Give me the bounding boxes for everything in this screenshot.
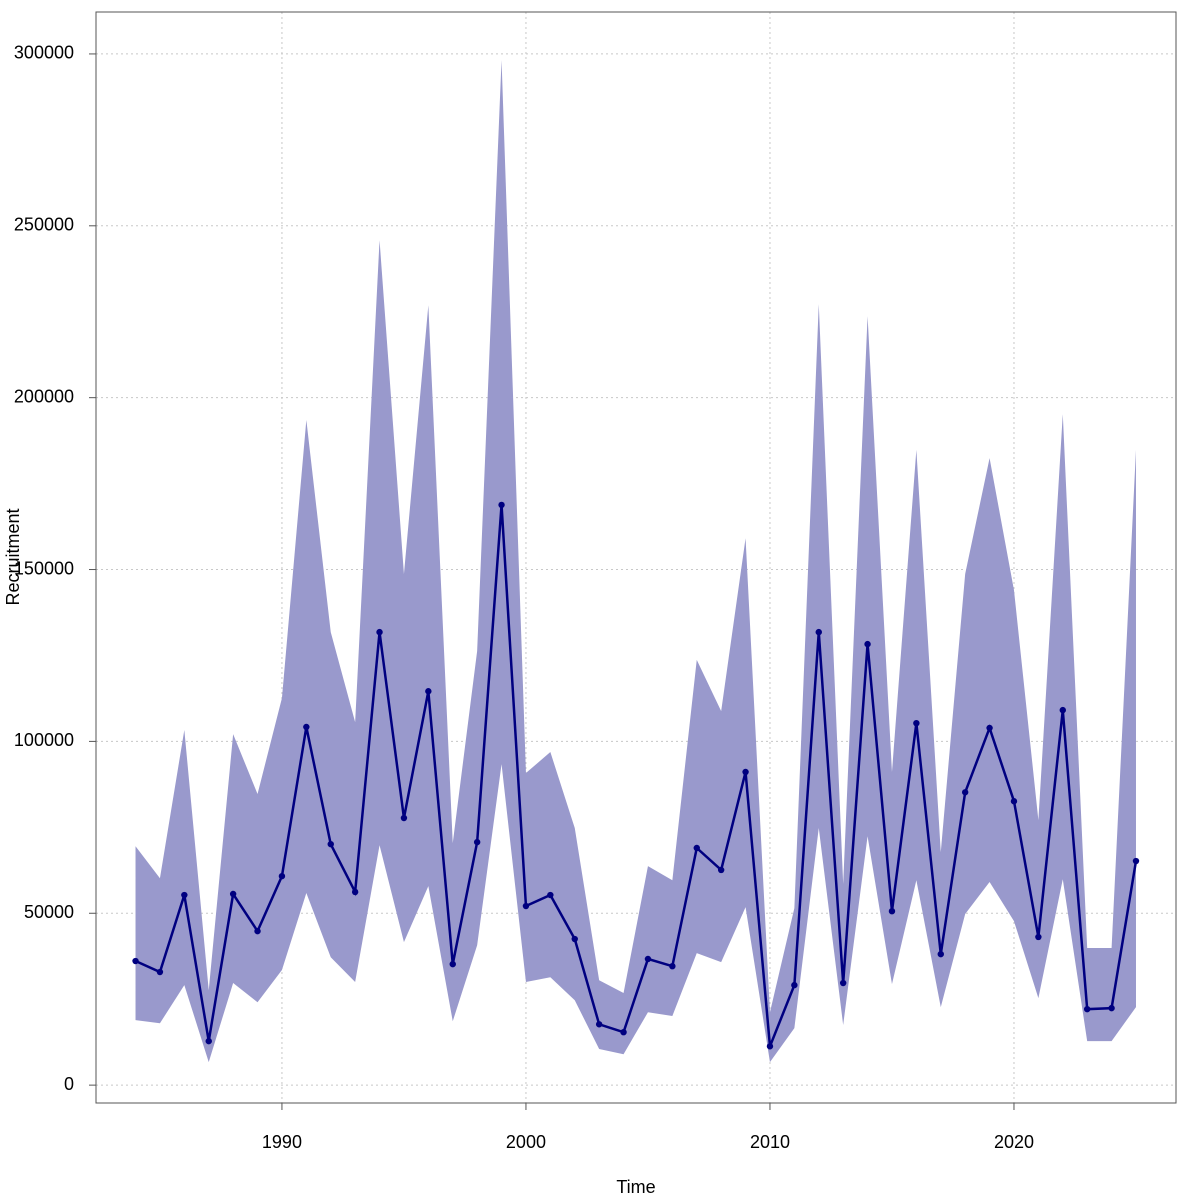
point xyxy=(717,866,725,874)
point xyxy=(303,723,310,731)
point xyxy=(351,888,359,896)
point xyxy=(473,838,481,846)
point xyxy=(1010,798,1018,805)
y-tick-label: 300000 xyxy=(14,43,74,63)
series-line xyxy=(135,504,1138,1047)
point xyxy=(1059,706,1066,714)
x-tick-label: 1990 xyxy=(262,1132,302,1152)
point xyxy=(766,1043,774,1050)
point xyxy=(522,902,530,910)
point xyxy=(937,950,944,958)
point xyxy=(547,891,554,899)
point xyxy=(498,501,505,509)
point xyxy=(961,789,969,796)
point xyxy=(1035,933,1042,941)
point xyxy=(400,814,408,822)
y-tick-label: 150000 xyxy=(14,558,74,578)
point xyxy=(839,979,847,987)
x-tick-label: 2010 xyxy=(750,1132,790,1152)
point xyxy=(864,640,871,648)
point xyxy=(888,907,896,915)
point xyxy=(1132,857,1140,865)
point xyxy=(132,957,139,965)
point xyxy=(229,890,237,898)
y-tick-label: 0 xyxy=(64,1074,74,1094)
point xyxy=(644,955,652,963)
point xyxy=(254,927,261,935)
point xyxy=(1083,1005,1091,1013)
point xyxy=(815,628,822,636)
point xyxy=(669,962,676,970)
x-tick-label: 2000 xyxy=(506,1132,546,1152)
y-axis-label: Recruitment xyxy=(3,508,23,605)
point xyxy=(913,719,920,727)
point xyxy=(620,1028,627,1036)
point xyxy=(327,840,334,848)
point xyxy=(449,960,456,968)
x-axis-label: Time xyxy=(616,1177,655,1197)
point xyxy=(376,628,383,636)
x-tick-label: 2020 xyxy=(994,1132,1034,1152)
confidence-band xyxy=(135,60,1136,1063)
point xyxy=(742,768,749,776)
point xyxy=(425,688,432,695)
point xyxy=(278,872,286,880)
point xyxy=(571,935,578,943)
point xyxy=(791,981,798,989)
point xyxy=(693,844,700,852)
y-tick-label: 200000 xyxy=(14,386,74,406)
point xyxy=(986,724,993,732)
point xyxy=(181,891,188,899)
y-tick-label: 50000 xyxy=(24,902,74,922)
point xyxy=(205,1037,212,1045)
y-tick-label: 250000 xyxy=(14,215,74,235)
y-tick-label: 100000 xyxy=(14,730,74,750)
point xyxy=(156,968,164,976)
point xyxy=(1108,1004,1115,1012)
point xyxy=(595,1021,603,1028)
plot-frame xyxy=(95,11,1177,1104)
